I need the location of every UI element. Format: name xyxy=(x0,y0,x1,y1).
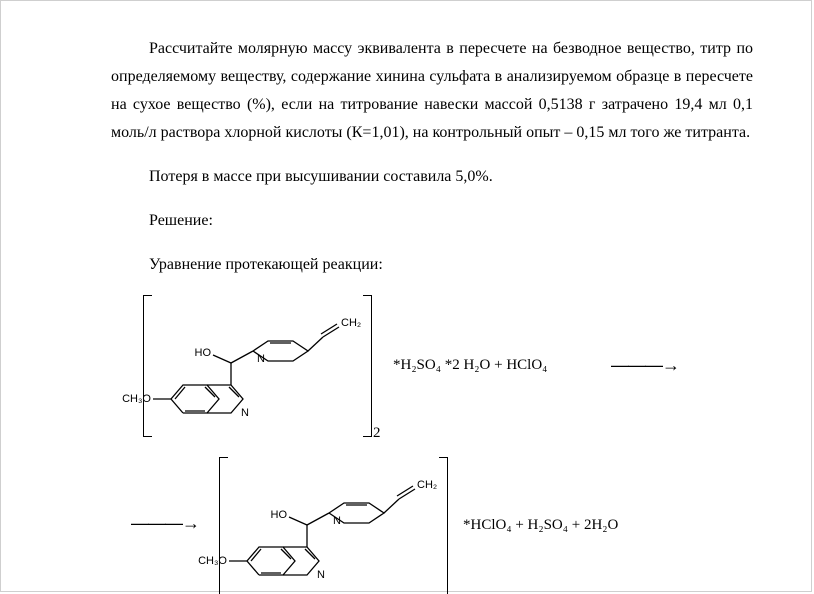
bracket-right-2 xyxy=(439,457,448,594)
label-CH2: CH₂ xyxy=(341,317,361,329)
svg-text:HO: HO xyxy=(271,509,288,521)
molecule-reactant: N CH₃O HO N CH₂ xyxy=(153,301,353,431)
bracket-subscript-1: 2 xyxy=(373,425,381,442)
product-addend: *HClO₄ + H₂SO₄ + 2H₂O xyxy=(463,517,618,534)
label-CH3O: CH₃O xyxy=(122,393,151,405)
bracket-left-1 xyxy=(143,295,152,437)
page: Рассчитайте молярную массу эквивалента в… xyxy=(0,0,812,592)
atom-N-ring: N xyxy=(257,353,265,365)
paragraph-loss: Потеря в массе при высушивании составила… xyxy=(111,163,753,191)
paragraph-task: Рассчитайте молярную массу эквивалента в… xyxy=(111,35,753,147)
molecule-product: N CH₃O HO N CH₂ xyxy=(229,463,429,593)
reaction-scheme: 2 N CH₃O HO xyxy=(111,295,753,594)
paragraph-solution-label: Решение: xyxy=(111,207,753,235)
paragraph-equation-label: Уравнение протекающей реакции: xyxy=(111,251,753,279)
atom-N-quinoline: N xyxy=(241,407,249,419)
bracket-left-2 xyxy=(219,457,228,594)
svg-text:N: N xyxy=(317,569,325,581)
svg-text:CH₃O: CH₃O xyxy=(198,555,227,567)
arrow-1: ———→ xyxy=(611,355,679,376)
label-HO: HO xyxy=(195,347,212,359)
arrow-2: ———→ xyxy=(131,513,199,534)
reactant-addend: *H₂SO₄ *2 H₂O + HClO₄ xyxy=(393,357,547,374)
svg-text:CH₂: CH₂ xyxy=(417,479,437,491)
bracket-right-1 xyxy=(363,295,372,437)
svg-text:N: N xyxy=(333,515,341,527)
molecule-reactant-svg: N CH₃O HO N CH₂ xyxy=(153,301,353,431)
molecule-product-svg: N CH₃O HO N CH₂ xyxy=(229,463,429,593)
